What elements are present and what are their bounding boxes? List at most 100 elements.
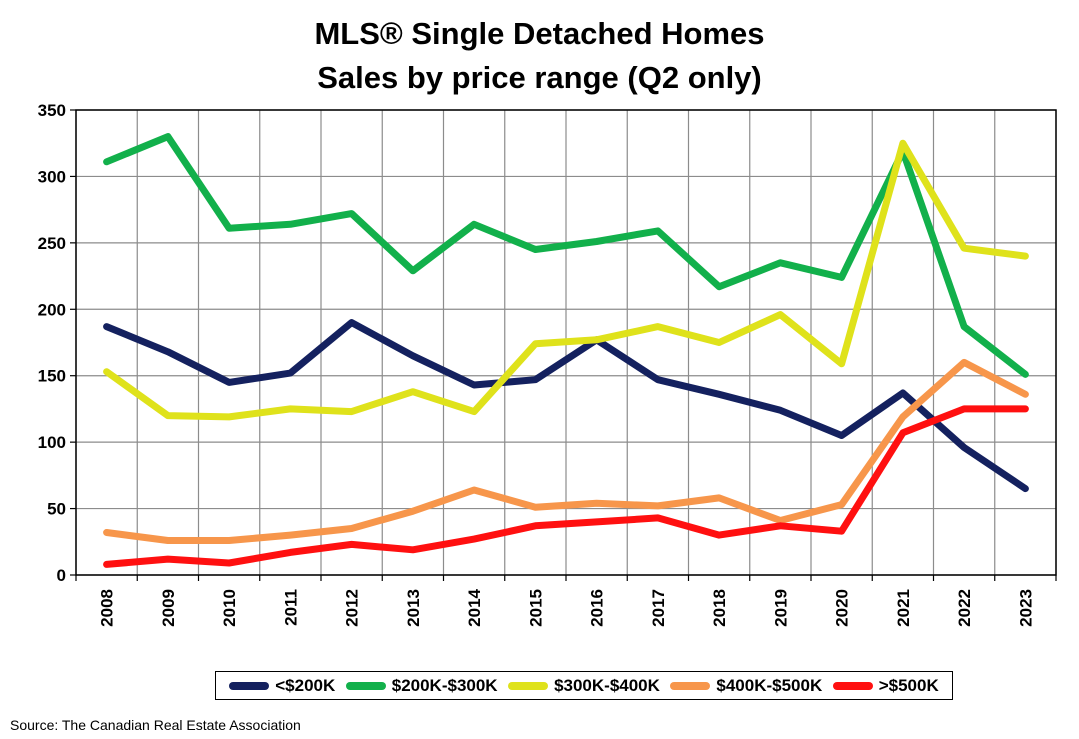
legend-label: $400K-$500K [716, 675, 823, 695]
data-point [961, 444, 968, 451]
data-point [103, 368, 110, 375]
data-point [716, 283, 723, 290]
y-tick-label: 0 [57, 566, 66, 585]
legend-swatch [508, 681, 549, 690]
data-point [287, 370, 294, 377]
data-point [777, 311, 784, 318]
data-point [287, 532, 294, 539]
data-point [716, 339, 723, 346]
data-point [287, 549, 294, 556]
data-point [1022, 371, 1029, 378]
legend-item: $300K-$400K [508, 676, 660, 696]
y-tick-label: 50 [47, 500, 66, 519]
data-point [532, 246, 539, 253]
x-tick-label: 2008 [98, 589, 117, 627]
x-tick-label: 2016 [588, 589, 607, 627]
data-point [593, 238, 600, 245]
data-point [961, 323, 968, 330]
y-tick-label: 250 [38, 234, 66, 253]
data-point [348, 210, 355, 217]
y-tick-label: 350 [38, 101, 66, 120]
data-point [471, 382, 478, 389]
data-point [348, 408, 355, 415]
x-tick-label: 2020 [833, 589, 852, 627]
data-point [164, 133, 171, 140]
data-point [164, 537, 171, 544]
data-point [961, 245, 968, 252]
x-tick-label: 2013 [404, 589, 423, 627]
x-tick-label: 2018 [710, 589, 729, 627]
data-point [654, 227, 661, 234]
data-point [654, 502, 661, 509]
data-point [899, 389, 906, 396]
x-tick-label: 2010 [220, 589, 239, 627]
data-point [1022, 405, 1029, 412]
x-tick-label: 2009 [159, 589, 178, 627]
data-point [226, 379, 233, 386]
x-tick-label: 2017 [649, 589, 668, 627]
data-point [532, 522, 539, 529]
data-point [226, 225, 233, 232]
data-point [409, 267, 416, 274]
data-point [838, 528, 845, 535]
data-point [164, 348, 171, 355]
legend-swatch [345, 681, 386, 690]
data-point [226, 413, 233, 420]
data-point [716, 391, 723, 398]
legend-label: >$500K [878, 675, 939, 695]
data-point [899, 140, 906, 147]
data-point [471, 408, 478, 415]
data-point [654, 323, 661, 330]
series-line-400k-500k [103, 358, 1029, 544]
data-point [164, 556, 171, 563]
x-tick-label: 2015 [526, 589, 545, 627]
x-tick-label: 2022 [955, 589, 974, 627]
data-point [777, 517, 784, 524]
series-line-200k-300k [103, 133, 1029, 378]
x-tick-label: 2011 [281, 589, 300, 626]
chart-title: MLS® Single Detached Homes [314, 16, 765, 51]
data-point [103, 529, 110, 536]
legend-label: $300K-$400K [554, 675, 660, 695]
plot-border [75, 109, 1057, 576]
legend-label: $200K-$300K [391, 675, 498, 695]
legend-item: $200K-$300K [345, 675, 498, 696]
data-point [716, 494, 723, 501]
data-point [409, 546, 416, 553]
data-point [1022, 485, 1029, 492]
legend-label: <$200K [275, 675, 336, 695]
data-point [471, 221, 478, 228]
data-point [777, 522, 784, 529]
x-tick-label: 2014 [465, 588, 484, 626]
y-tick-label: 300 [38, 167, 66, 186]
data-point [348, 525, 355, 532]
data-point [164, 412, 171, 419]
data-point [471, 536, 478, 543]
data-point [409, 388, 416, 395]
data-point [654, 376, 661, 383]
data-point [103, 158, 110, 165]
data-point [899, 429, 906, 436]
data-point [532, 340, 539, 347]
data-point [532, 376, 539, 383]
data-point [471, 486, 478, 493]
x-tick-label: 2012 [343, 589, 362, 627]
legend-swatch [832, 681, 873, 690]
series-line-500k [103, 405, 1029, 568]
data-point [287, 405, 294, 412]
y-tick-label: 200 [38, 300, 66, 319]
data-point [777, 407, 784, 414]
data-point [961, 359, 968, 366]
data-point [1022, 253, 1029, 260]
data-point [593, 500, 600, 507]
legend-swatch [670, 681, 711, 690]
y-tick-label: 150 [38, 367, 66, 386]
series-line-200k [103, 319, 1029, 493]
legend-item: <$200K [229, 676, 335, 696]
legend: <$200K $200K-$300K $300K-$400K $400K-$500K >… [215, 671, 953, 700]
x-tick-label: 2019 [771, 589, 790, 627]
data-point [961, 405, 968, 412]
data-point [532, 504, 539, 511]
x-tick-label: 2021 [894, 589, 913, 627]
data-point [348, 541, 355, 548]
